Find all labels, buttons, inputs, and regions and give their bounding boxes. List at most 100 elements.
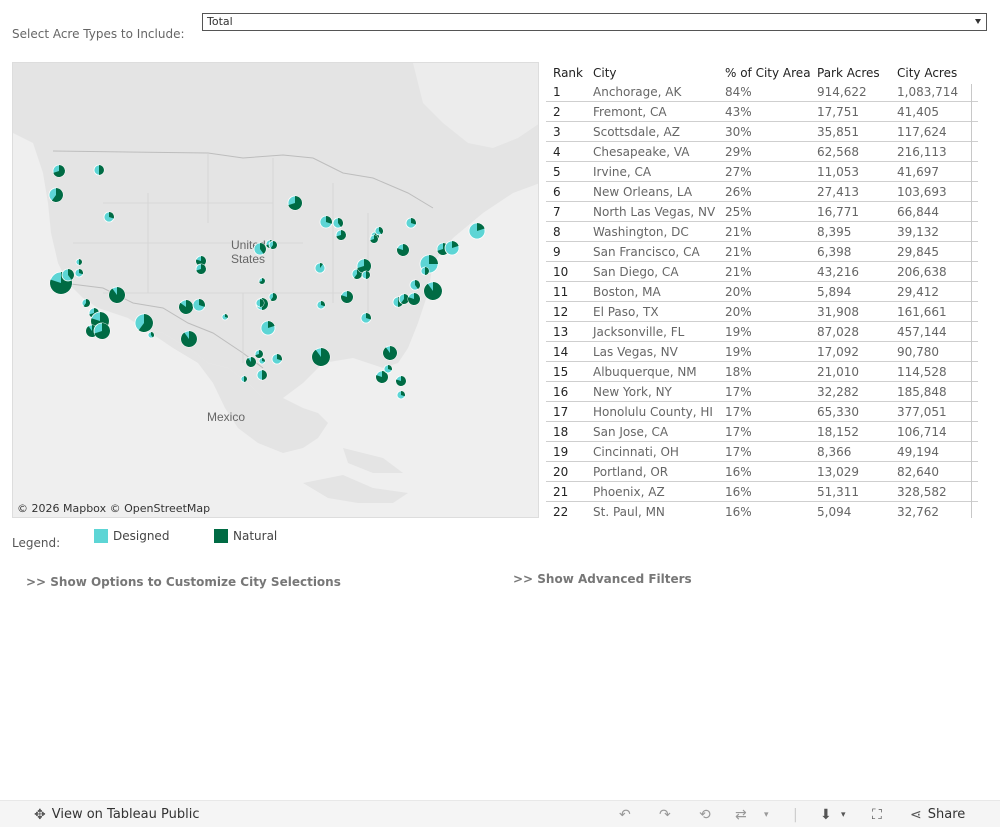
share-label: Share — [927, 807, 966, 822]
row-pct: 30% — [725, 124, 752, 139]
row-pct: 21% — [725, 244, 752, 259]
revert-icon[interactable]: ⟲ — [699, 806, 711, 823]
city-marker-natural-slice — [99, 165, 104, 175]
city-marker-natural-slice — [477, 223, 485, 231]
row-city: Cincinnati, OH — [593, 444, 679, 459]
table-row[interactable]: 10 San Diego, CA 21% 43,216 206,638 — [546, 262, 978, 282]
canada-east-land — [413, 63, 538, 148]
acre-type-filter-label: Select Acre Types to Include: — [12, 27, 185, 41]
city-marker-natural-slice — [396, 376, 407, 387]
legend-designed: Designed — [94, 529, 169, 543]
city-marker-natural-slice — [288, 196, 302, 211]
customize-cities-link[interactable]: >> Show Options to Customize City Select… — [26, 575, 341, 589]
row-pct: 17% — [725, 444, 752, 459]
row-park-acres: 6,398 — [817, 244, 852, 259]
city-marker-natural-slice — [268, 321, 275, 328]
fullscreen-icon[interactable]: ⛶ — [872, 806, 882, 823]
download-dropdown-icon[interactable]: ▾ — [841, 809, 846, 820]
row-rank: 6 — [553, 184, 561, 199]
table-row[interactable]: 8 Washington, DC 21% 8,395 39,132 — [546, 222, 978, 242]
table-row[interactable]: 5 Irvine, CA 27% 11,053 41,697 — [546, 162, 978, 182]
table-row[interactable]: 14 Las Vegas, NV 19% 17,092 90,780 — [546, 342, 978, 362]
city-marker-natural-slice — [260, 243, 267, 254]
header-park-acres[interactable]: Park Acres — [817, 66, 880, 80]
view-on-tableau-button[interactable]: ✥ View on Tableau Public — [34, 801, 199, 827]
row-pct: 19% — [725, 324, 752, 339]
row-city-acres: 29,412 — [897, 284, 939, 299]
row-city: San Jose, CA — [593, 424, 669, 439]
row-park-acres: 31,908 — [817, 304, 859, 319]
legend-label: Legend: — [12, 536, 61, 550]
row-city: North Las Vegas, NV — [593, 204, 716, 219]
advanced-filters-link[interactable]: >> Show Advanced Filters — [513, 572, 692, 586]
table-row[interactable]: 20 Portland, OR 16% 13,029 82,640 — [546, 462, 978, 482]
row-rank: 1 — [553, 84, 561, 99]
city-marker-natural-slice — [260, 299, 264, 307]
table-row[interactable]: 9 San Francisco, CA 21% 6,398 29,845 — [546, 242, 978, 262]
table-row[interactable]: 4 Chesapeake, VA 29% 62,568 216,113 — [546, 142, 978, 162]
map-attribution[interactable]: © 2026 Mapbox © OpenStreetMap — [17, 502, 211, 515]
row-pct: 43% — [725, 104, 752, 119]
table-row[interactable]: 19 Cincinnati, OH 17% 8,366 49,194 — [546, 442, 978, 462]
table-scrollbar[interactable] — [971, 84, 978, 518]
header-city[interactable]: City — [593, 66, 617, 80]
city-marker-natural-slice — [181, 331, 197, 347]
row-city: El Paso, TX — [593, 304, 659, 319]
header-city-acres[interactable]: City Acres — [897, 66, 958, 80]
row-rank: 5 — [553, 164, 561, 179]
table-row[interactable]: 17 Honolulu County, HI 17% 65,330 377,051 — [546, 402, 978, 422]
table-row[interactable]: 18 San Jose, CA 17% 18,152 106,714 — [546, 422, 978, 442]
row-pct: 17% — [725, 404, 752, 419]
table-row[interactable]: 1 Anchorage, AK 84% 914,622 1,083,714 — [546, 82, 978, 102]
table-row[interactable]: 22 St. Paul, MN 16% 5,094 32,762 — [546, 502, 978, 519]
row-park-acres: 18,152 — [817, 424, 859, 439]
city-marker-natural-slice — [277, 354, 282, 361]
refresh-dropdown-icon[interactable]: ▾ — [764, 809, 769, 820]
share-button[interactable]: ⋖ Share — [910, 801, 965, 827]
tableau-logo-icon: ✥ — [34, 806, 46, 823]
city-pie-markers[interactable] — [48, 164, 486, 400]
row-pct: 20% — [725, 304, 752, 319]
redo-icon[interactable]: ↷ — [659, 806, 671, 823]
row-pct: 84% — [725, 84, 752, 99]
refresh-icon[interactable]: ⇄ — [735, 806, 747, 823]
city-marker-natural-slice — [383, 346, 397, 361]
table-row[interactable]: 2 Fremont, CA 43% 17,751 41,405 — [546, 102, 978, 122]
table-row[interactable]: 6 New Orleans, LA 26% 27,413 103,693 — [546, 182, 978, 202]
city-marker-natural-slice — [262, 370, 267, 380]
download-icon[interactable]: ⬇ — [820, 806, 832, 823]
table-row[interactable]: 11 Boston, MA 20% 5,894 29,412 — [546, 282, 978, 302]
row-city-acres: 185,848 — [897, 384, 947, 399]
row-city-acres: 29,845 — [897, 244, 939, 259]
table-row[interactable]: 21 Phoenix, AZ 16% 51,311 328,582 — [546, 482, 978, 502]
row-city-acres: 328,582 — [897, 484, 947, 499]
city-marker-natural-slice — [109, 212, 114, 219]
toolbar-divider: | — [793, 806, 798, 823]
table-row[interactable]: 13 Jacksonville, FL 19% 87,028 457,144 — [546, 322, 978, 342]
header-pct-city-area[interactable]: % of City Area — [725, 66, 811, 80]
row-park-acres: 5,894 — [817, 284, 852, 299]
row-city-acres: 49,194 — [897, 444, 939, 459]
table-row[interactable]: 3 Scottsdale, AZ 30% 35,851 117,624 — [546, 122, 978, 142]
row-city: New York, NY — [593, 384, 672, 399]
table-row[interactable]: 16 New York, NY 17% 32,282 185,848 — [546, 382, 978, 402]
row-city-acres: 41,405 — [897, 104, 939, 119]
table-row[interactable]: 12 El Paso, TX 20% 31,908 161,661 — [546, 302, 978, 322]
row-park-acres: 32,282 — [817, 384, 859, 399]
row-rank: 7 — [553, 204, 561, 219]
row-city: New Orleans, LA — [593, 184, 693, 199]
row-rank: 15 — [553, 364, 569, 379]
acre-type-dropdown[interactable]: Total — [202, 13, 987, 31]
row-city: Anchorage, AK — [593, 84, 682, 99]
undo-icon[interactable]: ↶ — [619, 806, 631, 823]
header-rank[interactable]: Rank — [553, 66, 583, 80]
row-pct: 25% — [725, 204, 752, 219]
table-row[interactable]: 7 North Las Vegas, NV 25% 16,771 66,844 — [546, 202, 978, 222]
city-marker-natural-slice — [338, 218, 344, 228]
chevron-down-icon[interactable] — [975, 19, 981, 24]
row-pct: 27% — [725, 164, 752, 179]
caribbean-land — [303, 475, 408, 503]
park-map[interactable]: United States Mexico © 2026 Mapbox © Ope… — [12, 62, 539, 518]
row-city-acres: 114,528 — [897, 364, 947, 379]
table-row[interactable]: 15 Albuquerque, NM 18% 21,010 114,528 — [546, 362, 978, 382]
